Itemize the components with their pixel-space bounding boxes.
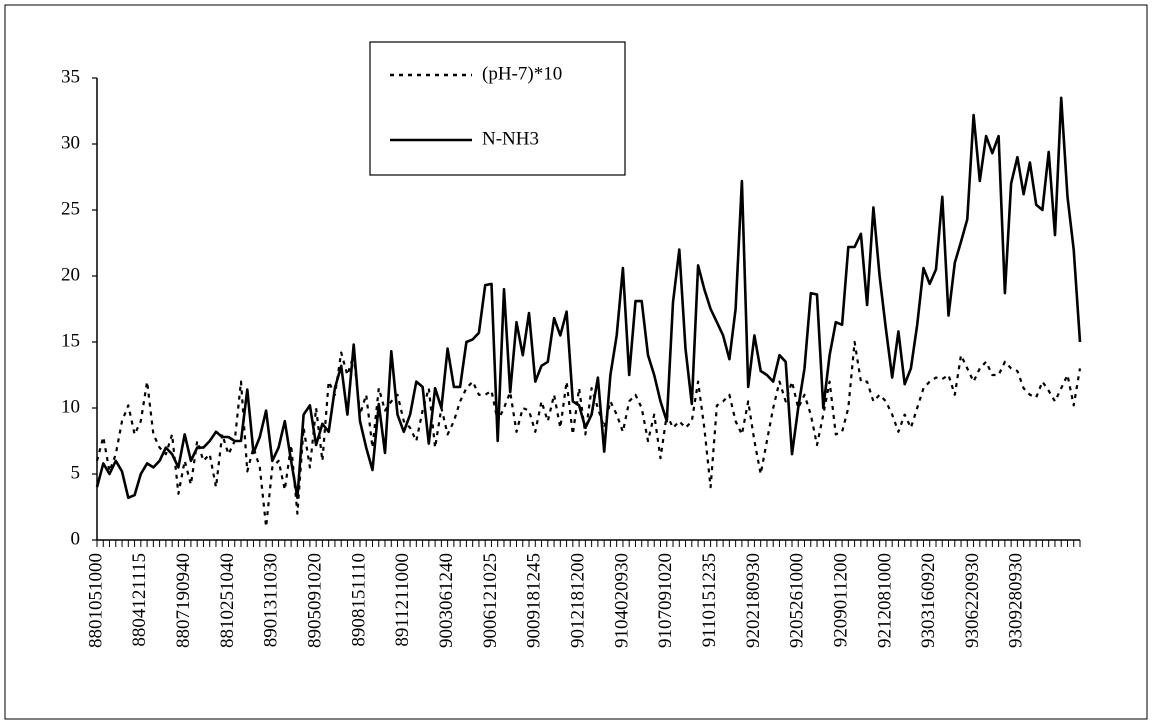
series-line [95,96,1082,500]
x-tick-label: 8801051000 [85,553,106,648]
x-tick-label: 9202180930 [743,553,764,648]
y-tick-label: 15 [61,330,80,351]
x-tick-label: 8810251040 [217,553,238,648]
x-tick-label: 9104020930 [611,553,632,648]
legend-label: (pH-7)*10 [482,63,562,84]
x-tick-label: 9110151235 [699,553,720,647]
legend-box [369,41,626,176]
x-tick-label: 9303160920 [918,553,939,648]
legend: (pH-7)*10 N-NH3 [369,41,626,176]
x-tick-label: 8804121115 [129,553,150,647]
y-tick-label: 0 [71,528,81,549]
x-tick-label: 8911211000 [392,553,413,647]
x-tick-label: 9309280930 [1006,553,1027,648]
y-tick-label: 25 [61,198,80,219]
x-tick-label: 8807190940 [173,553,194,648]
x-tick-label: 9306220930 [962,553,983,648]
x-tick-label: 9212081000 [874,553,895,648]
y-tick-label: 20 [61,264,80,285]
y-tick-label: 10 [61,396,80,417]
x-tick-label: 9006121025 [480,553,501,648]
x-tick-label: 9003061240 [436,553,457,648]
x-tick-label: 9009181245 [524,553,545,648]
x-tick-label: 8908151110 [348,553,369,647]
x-tick-label: 9107091020 [655,553,676,648]
x-tick-label: 9205261000 [787,553,808,648]
y-tick-label: 35 [61,66,80,87]
y-tick-label: 30 [61,132,80,153]
series-line [95,340,1082,528]
legend-label: N-NH3 [482,128,539,149]
frame [4,4,1148,720]
x-tick-label: 9012181200 [567,553,588,648]
x-tick-label: 9209011200 [830,553,851,647]
x-tick-label: 8905091020 [304,553,325,648]
x-tick-label: 8901311030 [261,553,282,647]
y-tick-label: 5 [71,462,81,483]
